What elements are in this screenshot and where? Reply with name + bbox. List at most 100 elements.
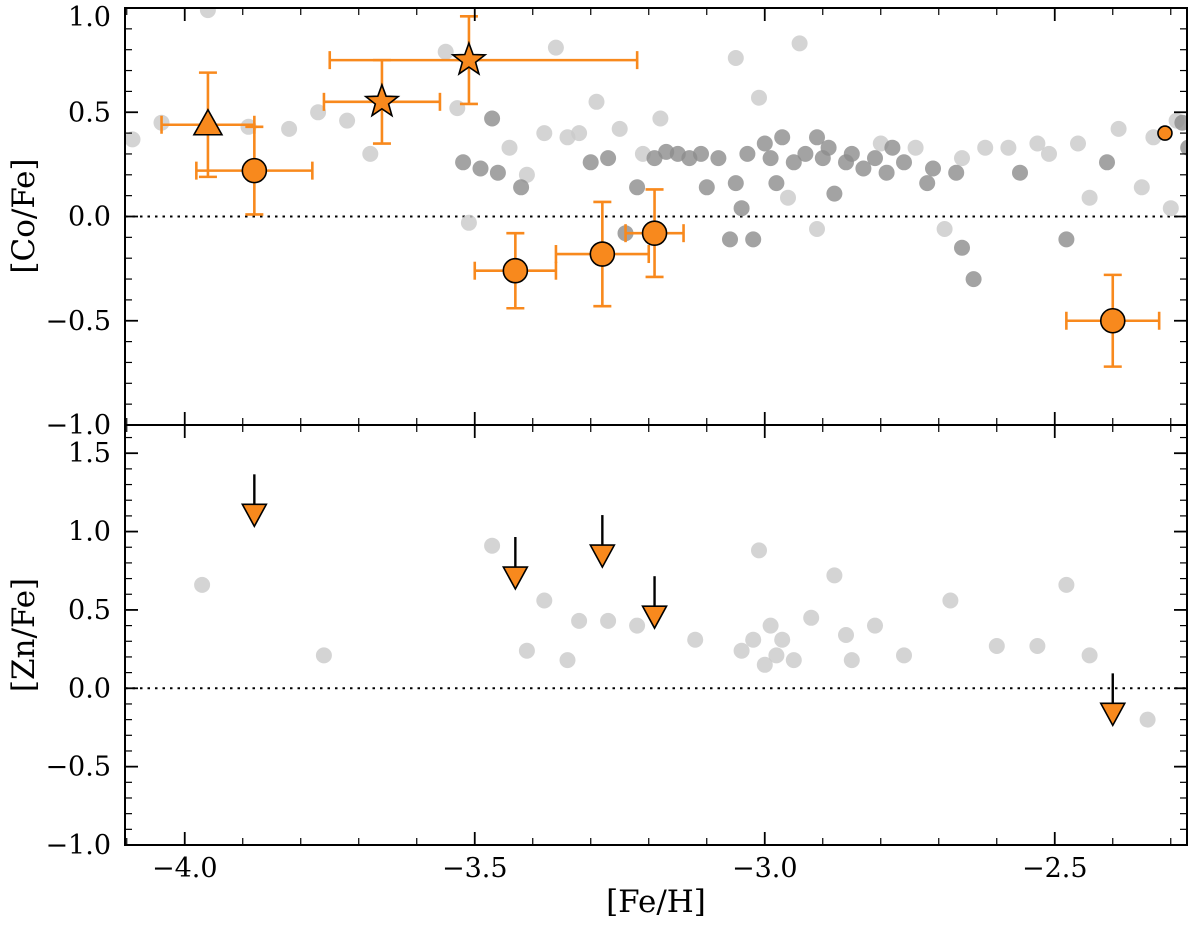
background-point (652, 110, 669, 127)
circle-marker (1099, 307, 1126, 334)
background-point (437, 43, 454, 60)
background-point (1041, 145, 1057, 162)
y-tick-label: −1.0 (45, 410, 111, 441)
background-point (896, 154, 912, 171)
background-point (547, 39, 564, 56)
y-tick-label: 0.5 (68, 97, 111, 128)
background-point (756, 135, 773, 152)
background-point (727, 50, 744, 66)
co-fe-panel: 1.0 0.5 0.0 −0.5 −1.0 (45, 2, 1188, 441)
background-point (925, 160, 941, 177)
background-point (942, 592, 959, 609)
background-point (1174, 114, 1187, 131)
halo-comparison-dark (455, 110, 1187, 288)
background-point (809, 221, 825, 237)
panel-frame (124, 424, 1188, 846)
top-y-axis-label: [Co/Fe] (6, 158, 42, 273)
circle-marker (1157, 125, 1173, 141)
background-point (1099, 154, 1115, 171)
background-point (698, 179, 715, 196)
triangle-down-marker (1099, 702, 1127, 728)
background-point (965, 271, 982, 288)
background-point (629, 617, 646, 634)
background-point (1058, 231, 1075, 248)
background-point (646, 150, 663, 167)
background-point (745, 631, 762, 648)
background-point (785, 652, 802, 669)
background-point (988, 638, 1005, 654)
background-point (449, 100, 466, 117)
background-point (768, 175, 785, 192)
background-point (315, 647, 332, 664)
background-point (460, 214, 477, 231)
background-point (751, 89, 767, 106)
background-point (826, 567, 843, 584)
background-point (582, 154, 599, 171)
background-point (820, 139, 837, 156)
background-point (826, 185, 843, 202)
background-point (518, 166, 535, 183)
background-point (518, 642, 535, 659)
circle-marker (589, 241, 616, 267)
x-tick-label: −3.0 (732, 853, 798, 884)
background-point (774, 631, 791, 648)
background-point (722, 231, 738, 248)
y-tick-label: −1.0 (45, 830, 111, 861)
background-point (1029, 135, 1046, 152)
halo-comparison-light (125, 8, 1185, 237)
background-point (1139, 711, 1156, 728)
background-point (1081, 189, 1098, 206)
background-point (339, 112, 356, 129)
background-point (687, 631, 704, 648)
background-point (733, 200, 750, 217)
background-point (1029, 638, 1046, 654)
background-point (780, 189, 796, 206)
background-point (809, 129, 825, 146)
background-point (756, 656, 773, 673)
background-point (727, 175, 744, 192)
triangle-down-marker (589, 544, 616, 569)
zn-fe-panel: 1.5 1.0 0.5 0.0 −0.5 −1.0 −4.0 −3.5 −3.0 −2.5 (45, 424, 1188, 884)
background-point (867, 617, 883, 634)
y-tick-label: −0.5 (45, 752, 111, 783)
background-point (362, 145, 379, 162)
background-point (199, 8, 216, 19)
background-point (867, 150, 883, 167)
background-point (501, 139, 518, 156)
background-point (693, 145, 709, 162)
background-point (803, 609, 820, 626)
background-point (762, 150, 779, 167)
bottom-y-axis-label: [Zn/Fe] (6, 578, 42, 692)
background-point (310, 104, 327, 121)
x-axis-label: [Fe/H] (606, 884, 706, 920)
circle-marker (641, 220, 668, 246)
y-tick-label: 0.0 (68, 673, 111, 704)
background-point (1012, 164, 1028, 181)
background-point (600, 150, 617, 167)
background-point (797, 145, 814, 162)
background-point (751, 542, 767, 559)
background-point (194, 576, 211, 593)
background-point (762, 617, 779, 634)
background-point (588, 93, 605, 110)
background-point (907, 139, 924, 156)
y-tick-label: 1.0 (68, 517, 111, 548)
background-point (774, 129, 791, 146)
background-point (455, 154, 472, 171)
program-stars-zn-upper-limits (240, 474, 1127, 728)
background-point (489, 164, 506, 181)
background-point (1081, 647, 1098, 664)
background-point (710, 150, 727, 167)
y-tick-label: 1.5 (68, 438, 111, 469)
star-marker (450, 40, 488, 76)
background-point (1162, 200, 1179, 217)
background-point (733, 642, 750, 659)
background-point (281, 120, 298, 137)
background-point (785, 154, 802, 171)
triangle-down-marker (501, 566, 529, 591)
circle-marker (241, 157, 268, 184)
background-point (536, 592, 553, 609)
background-point (600, 612, 617, 629)
background-point (472, 160, 489, 177)
